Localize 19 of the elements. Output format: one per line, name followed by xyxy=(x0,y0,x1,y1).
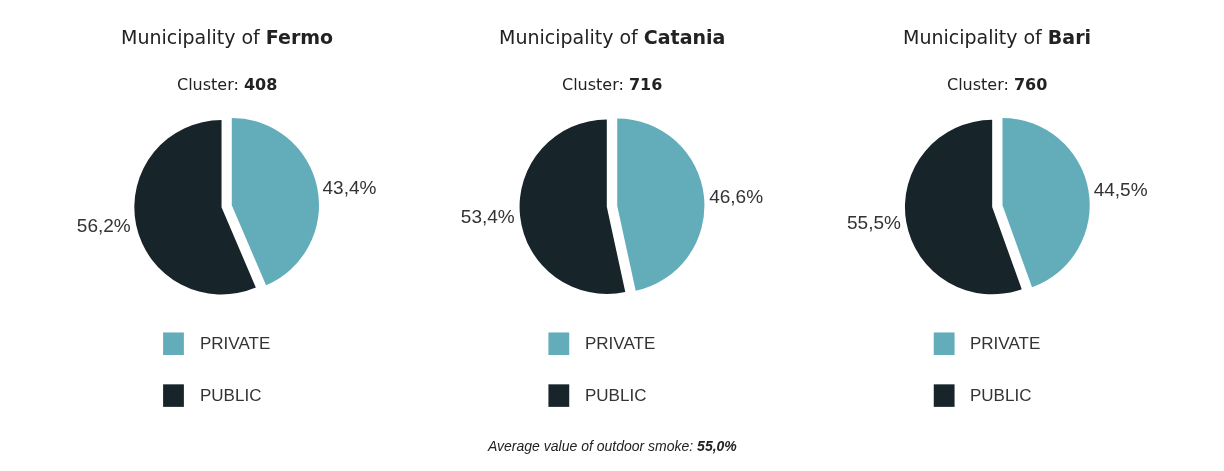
chart-subtitle: Cluster: 760 xyxy=(947,75,1048,94)
legend-label: PRIVATE xyxy=(970,334,1041,353)
legend-label: PUBLIC xyxy=(200,386,262,405)
legend-label: PRIVATE xyxy=(585,334,656,353)
data-label: 46,6% xyxy=(709,185,764,207)
chart-title: Municipality of Bari xyxy=(903,26,1092,48)
legend-label: PUBLIC xyxy=(585,386,647,405)
data-label: 43,4% xyxy=(322,176,377,198)
data-label: 55,5% xyxy=(847,211,902,233)
data-label: 53,4% xyxy=(460,205,515,227)
text: Average value of outdoor smoke: 55,0% xyxy=(487,438,738,454)
chart-title: Municipality of Fermo xyxy=(121,26,334,48)
data-label: 56,2% xyxy=(76,214,131,236)
legend-label: PUBLIC xyxy=(970,386,1032,405)
data-label: 44,5% xyxy=(1093,179,1148,201)
chart-subtitle: Cluster: 716 xyxy=(562,75,663,94)
legend-label: PRIVATE xyxy=(200,334,271,353)
chart-title: Municipality of Catania xyxy=(499,26,726,48)
chart-subtitle: Cluster: 408 xyxy=(177,75,278,94)
